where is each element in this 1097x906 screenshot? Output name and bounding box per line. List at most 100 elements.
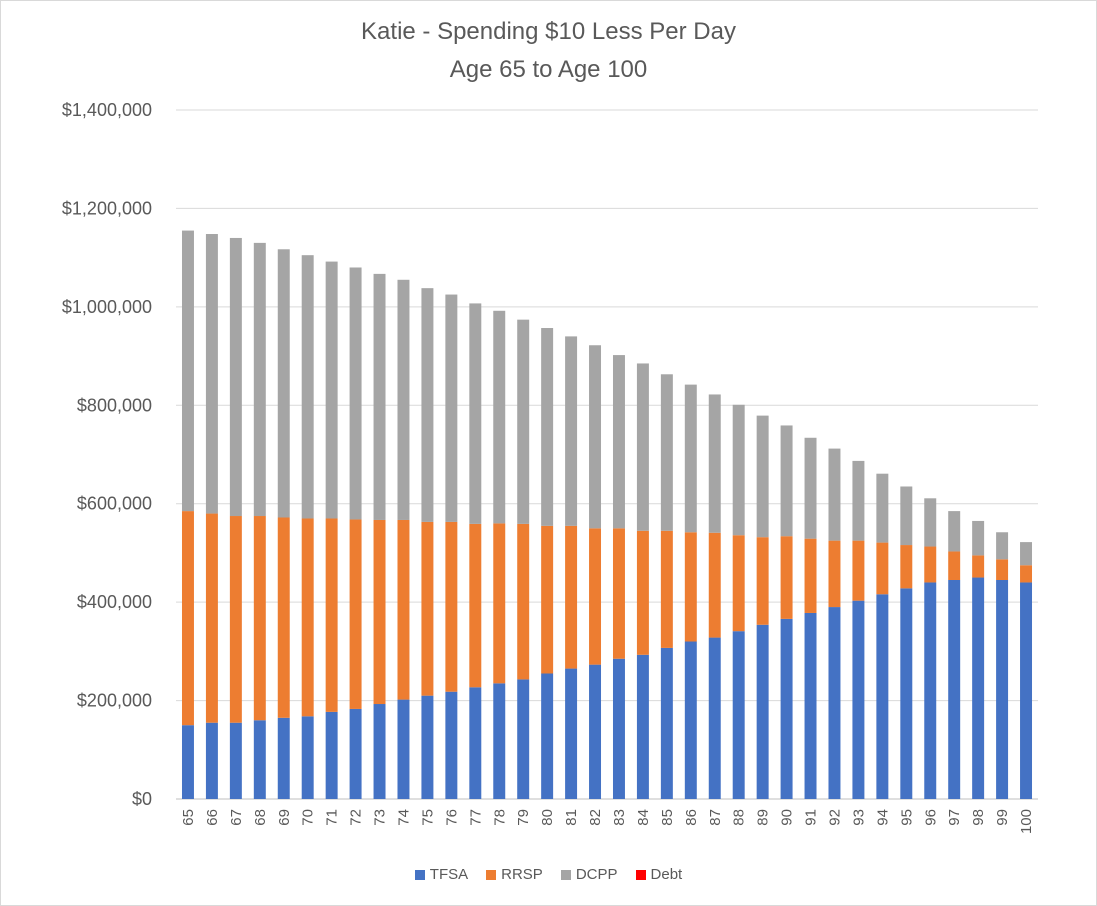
x-tick-label: 68 — [252, 809, 269, 826]
bar-tfsa-80 — [541, 673, 554, 799]
bar-rrsp-80 — [541, 525, 554, 674]
bar-tfsa-73 — [373, 704, 386, 799]
bar-tfsa-93 — [852, 600, 865, 799]
y-tick-label: $400,000 — [77, 592, 152, 612]
bar-tfsa-74 — [397, 699, 410, 799]
x-tick-label: 67 — [228, 809, 245, 826]
bar-tfsa-79 — [517, 679, 530, 799]
bar-rrsp-93 — [852, 540, 865, 601]
x-tick-label: 95 — [898, 809, 915, 826]
bar-dcpp-85 — [660, 374, 673, 531]
bar-rrsp-88 — [732, 535, 745, 632]
legend-item-dcpp[interactable]: DCPP — [560, 866, 618, 883]
bar-tfsa-75 — [421, 695, 434, 799]
bar-dcpp-99 — [996, 532, 1009, 560]
x-tick-label: 86 — [683, 809, 700, 826]
bar-dcpp-86 — [684, 384, 697, 533]
chart-plot: $0 $200,000 $400,000 $600,000 $800,000 $1,000… — [62, 100, 1038, 834]
bar-dcpp-74 — [397, 279, 410, 520]
bar-dcpp-66 — [205, 234, 218, 514]
bar-rrsp-92 — [828, 540, 841, 608]
bar-dcpp-97 — [948, 511, 961, 552]
bar-tfsa-65 — [181, 725, 194, 799]
bar-dcpp-87 — [708, 394, 721, 533]
bar-dcpp-100 — [1020, 542, 1033, 566]
x-tick-label: 85 — [659, 809, 676, 826]
x-tick-label: 72 — [348, 809, 365, 826]
chart-title: Katie - Spending $10 Less Per Day — [361, 18, 736, 45]
bar-dcpp-69 — [277, 249, 290, 518]
bar-tfsa-89 — [756, 624, 769, 799]
bar-rrsp-95 — [900, 545, 913, 589]
legend-item-rrsp[interactable]: RRSP — [486, 866, 543, 883]
bar-dcpp-95 — [900, 486, 913, 546]
x-tick-label: 65 — [180, 809, 197, 826]
bar-dcpp-94 — [876, 473, 889, 543]
bar-tfsa-90 — [780, 618, 793, 799]
bar-tfsa-96 — [924, 582, 937, 799]
bar-tfsa-87 — [708, 637, 721, 799]
x-tick-label: 97 — [946, 809, 963, 826]
bar-rrsp-78 — [493, 523, 506, 684]
legend-item-tfsa[interactable]: TFSA — [414, 866, 469, 883]
chart-subtitle: Age 65 to Age 100 — [449, 56, 648, 83]
bar-rrsp-67 — [229, 516, 242, 723]
x-tick-label: 77 — [467, 809, 484, 826]
bar-rrsp-85 — [660, 530, 673, 648]
legend-item-debt[interactable]: Debt — [635, 866, 683, 883]
y-tick-label: $1,200,000 — [62, 198, 152, 218]
y-tick-label: $1,000,000 — [62, 297, 152, 317]
x-tick-label: 79 — [515, 809, 532, 826]
x-tick-label: 92 — [826, 809, 843, 826]
bar-rrsp-86 — [684, 532, 697, 642]
x-tick-label: 93 — [850, 809, 867, 826]
x-tick-label: 69 — [276, 809, 293, 826]
legend-swatch-rrsp — [486, 869, 497, 880]
bar-rrsp-82 — [589, 528, 602, 665]
bar-tfsa-69 — [277, 717, 290, 799]
bar-rrsp-66 — [205, 513, 218, 723]
legend-label-tfsa: TFSA — [429, 866, 469, 883]
legend-label-debt: Debt — [650, 866, 683, 883]
gridlines — [176, 109, 1038, 800]
bar-tfsa-77 — [469, 687, 482, 799]
x-tick-label: 82 — [587, 809, 604, 826]
x-tick-label: 90 — [779, 809, 796, 826]
x-tick-label: 73 — [372, 809, 389, 826]
bar-dcpp-98 — [972, 520, 985, 556]
bar-tfsa-68 — [253, 720, 266, 799]
bar-tfsa-99 — [996, 579, 1009, 799]
y-tick-label: $0 — [132, 789, 152, 809]
bar-dcpp-96 — [924, 498, 937, 547]
bar-rrsp-65 — [181, 511, 194, 726]
bar-dcpp-93 — [852, 460, 865, 541]
bar-dcpp-88 — [732, 404, 745, 536]
bar-dcpp-84 — [636, 363, 649, 531]
x-tick-label: 94 — [874, 809, 891, 826]
bar-tfsa-88 — [732, 631, 745, 799]
x-tick-label: 87 — [707, 809, 724, 826]
bar-rrsp-73 — [373, 519, 386, 705]
x-tick-label: 89 — [755, 809, 772, 826]
bar-tfsa-81 — [565, 668, 578, 799]
bar-tfsa-78 — [493, 683, 506, 799]
y-tick-label: $200,000 — [77, 691, 152, 711]
bar-rrsp-84 — [636, 530, 649, 655]
bar-rrsp-87 — [708, 532, 721, 638]
y-axis-tick-labels: $0 $200,000 $400,000 $600,000 $800,000 $1,000… — [62, 100, 152, 809]
bar-rrsp-72 — [349, 519, 362, 709]
bar-dcpp-82 — [589, 345, 602, 529]
bar-rrsp-94 — [876, 542, 889, 595]
bar-dcpp-78 — [493, 310, 506, 524]
x-tick-label: 84 — [635, 809, 652, 826]
bar-dcpp-72 — [349, 267, 362, 520]
y-tick-label: $600,000 — [77, 494, 152, 514]
bar-rrsp-83 — [612, 528, 625, 659]
bar-dcpp-67 — [229, 237, 242, 517]
y-tick-label: $1,400,000 — [62, 100, 152, 120]
bars — [181, 230, 1033, 799]
x-tick-label: 74 — [395, 809, 412, 826]
bar-dcpp-70 — [301, 255, 314, 519]
legend-label-dcpp: DCPP — [575, 866, 618, 883]
x-tick-label: 100 — [1018, 809, 1035, 834]
